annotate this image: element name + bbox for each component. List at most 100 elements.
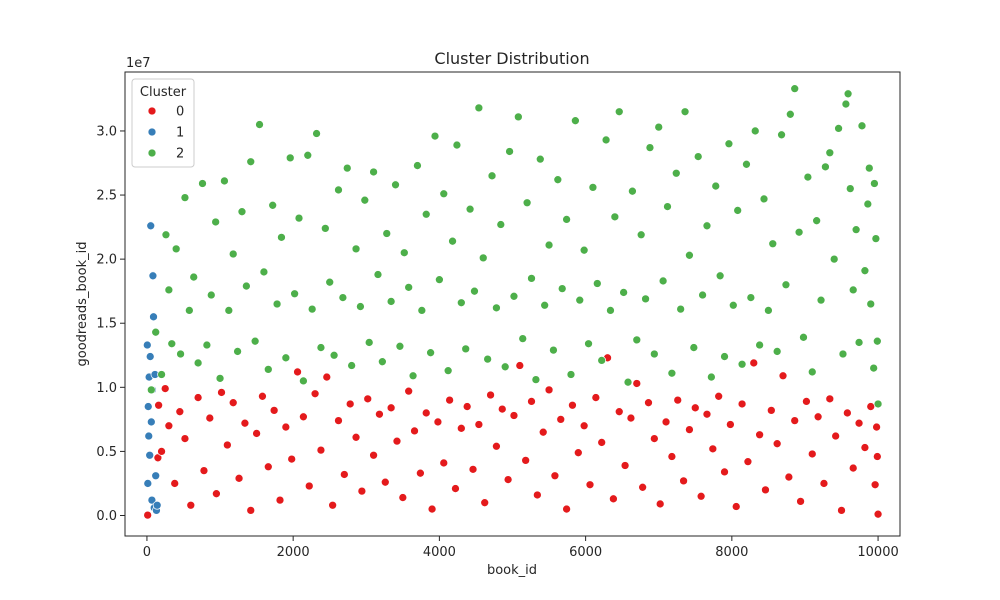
cluster-2-point — [689, 343, 699, 352]
cluster-2-point — [641, 294, 650, 304]
cluster-0-point — [515, 361, 525, 370]
cluster-2-point — [733, 206, 743, 215]
cluster-2-point — [848, 285, 858, 295]
cluster-0-point — [212, 489, 221, 499]
cluster-2-point — [417, 306, 427, 315]
cluster-0-point — [509, 411, 519, 420]
cluster-0-point — [626, 413, 636, 423]
cluster-0-point — [848, 463, 858, 473]
cluster-0-point — [854, 418, 864, 428]
cluster-0-point — [293, 367, 302, 377]
cluster-0-point — [690, 403, 700, 413]
cluster-2-point — [202, 340, 212, 350]
cluster-0-point — [784, 472, 794, 482]
cluster-2-point — [193, 358, 203, 368]
cluster-2-point — [356, 302, 365, 311]
cluster-2-point — [487, 171, 497, 181]
cluster-2-point — [764, 306, 773, 315]
cluster-0-point — [632, 379, 642, 388]
cluster-0-point — [573, 448, 583, 458]
cluster-1-point — [146, 221, 156, 231]
cluster-2-point — [654, 122, 664, 132]
plot-area — [142, 84, 883, 520]
cluster-0-point — [585, 480, 595, 490]
legend-label-cluster-2: 2 — [176, 147, 184, 162]
cluster-2-point — [342, 163, 352, 173]
cluster-0-point — [831, 431, 841, 441]
cluster-2-point — [474, 103, 484, 113]
cluster-2-point — [263, 365, 273, 374]
cluster-2-point — [233, 347, 242, 356]
cluster-0-point — [252, 429, 261, 438]
cluster-0-point — [281, 422, 291, 432]
cluster-0-point — [345, 399, 355, 409]
cluster-0-point — [550, 471, 560, 481]
cluster-0-point — [193, 393, 203, 402]
cluster-2-point — [742, 159, 751, 169]
cluster-2-point — [803, 172, 813, 182]
cluster-2-point — [531, 375, 541, 384]
cluster-0-point — [328, 500, 337, 510]
cluster-0-point — [597, 438, 607, 447]
cluster-2-point — [382, 229, 392, 238]
cluster-0-point — [562, 504, 571, 514]
cluster-0-point — [160, 384, 170, 393]
x-tick-label: 8000 — [715, 545, 748, 560]
cluster-2-point — [667, 368, 677, 378]
cluster-0-point — [392, 436, 402, 446]
cluster-1-point — [146, 417, 156, 427]
cluster-2-point — [224, 306, 234, 315]
cluster-0-point — [790, 416, 800, 425]
cluster-2-point — [215, 373, 225, 383]
cluster-0-point — [269, 406, 279, 415]
cluster-0-point — [451, 484, 460, 493]
cluster-0-point — [568, 400, 577, 410]
cluster-2-point — [237, 207, 247, 217]
cluster-2-point — [680, 107, 690, 117]
cluster-2-point — [816, 295, 826, 305]
cluster-2-point — [399, 248, 409, 258]
cluster-0-point — [620, 461, 630, 470]
cluster-1-point — [145, 352, 155, 361]
cluster-2-point — [746, 293, 756, 302]
cluster-2-point — [347, 361, 356, 370]
y-axis-offset-label: 1e7 — [126, 56, 151, 71]
cluster-2-point — [334, 185, 343, 195]
cluster-2-point — [456, 298, 466, 308]
cluster-2-point — [807, 367, 817, 377]
cluster-0-point — [421, 408, 431, 418]
cluster-2-point — [496, 220, 506, 229]
cluster-2-point — [171, 244, 181, 254]
cluster-1-point — [145, 450, 155, 460]
y-tick-label: 1.5 — [96, 317, 117, 332]
cluster-0-point — [685, 425, 694, 434]
cluster-2-point — [854, 338, 864, 347]
cluster-0-point — [538, 427, 548, 437]
axis-ticks: 0 2000 4000 6000 8000 10000 0.0 0.5 1.0 1.5 2.0 2.5… — [96, 124, 898, 560]
cluster-2-point — [632, 335, 642, 345]
legend: Cluster 0 1 2 — [131, 78, 195, 168]
y-tick-label: 1.0 — [96, 381, 117, 396]
cluster-2-point — [151, 327, 161, 337]
cluster-2-point — [790, 84, 800, 94]
cluster-0-point — [521, 456, 531, 465]
cluster-0-point — [375, 409, 384, 419]
cluster-0-point — [228, 398, 238, 408]
cluster-2-point — [606, 306, 615, 315]
cluster-2-point — [702, 221, 712, 231]
y-tick-label: 0.0 — [96, 509, 117, 524]
cluster-2-point — [601, 135, 611, 145]
cluster-2-point — [843, 89, 853, 99]
cluster-2-point — [872, 336, 882, 346]
x-axis-label: book_id — [487, 563, 537, 578]
cluster-0-point — [310, 389, 320, 399]
cluster-2-point — [649, 349, 659, 359]
cluster-2-point — [522, 198, 532, 208]
cluster-2-point — [724, 139, 734, 149]
cluster-0-point — [772, 439, 782, 449]
cluster-2-point — [566, 370, 576, 379]
cluster-0-point — [614, 407, 624, 417]
cluster-0-point — [649, 434, 659, 443]
cluster-2-point — [720, 352, 729, 361]
